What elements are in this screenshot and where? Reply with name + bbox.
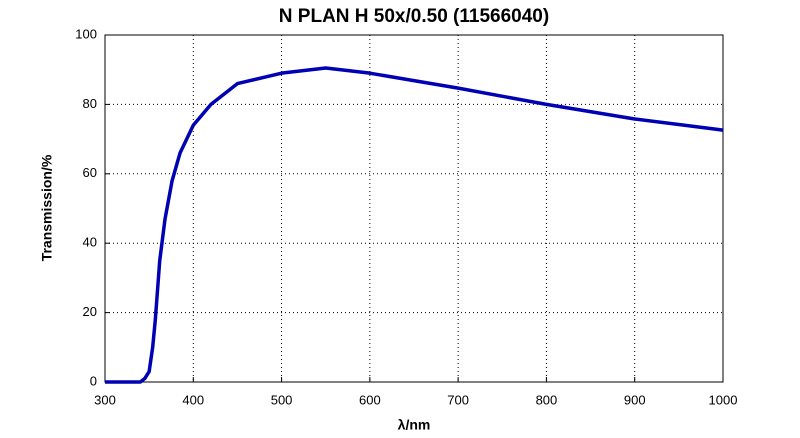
chart-title: N PLAN H 50x/0.50 (11566040)	[279, 6, 549, 27]
y-tick-label: 60	[83, 165, 97, 180]
y-tick-label: 80	[83, 96, 97, 111]
x-tick-label: 300	[94, 392, 116, 407]
x-tick-label: 400	[182, 392, 204, 407]
x-tick-label: 1000	[709, 392, 738, 407]
x-axis-label: λ/nm	[398, 417, 431, 433]
y-axis-label: Transmission/%	[39, 154, 55, 261]
y-tick-label: 40	[83, 235, 97, 250]
x-tick-label: 700	[447, 392, 469, 407]
y-tick-label: 20	[83, 304, 97, 319]
plot-frame	[104, 34, 724, 383]
x-tick-label: 600	[359, 392, 381, 407]
x-tick-label: 500	[271, 392, 293, 407]
y-tick-label: 0	[90, 373, 97, 388]
x-tick-label: 800	[536, 392, 558, 407]
x-tick-label: 900	[624, 392, 646, 407]
y-tick-label: 100	[75, 26, 97, 41]
data-line	[105, 66, 724, 384]
